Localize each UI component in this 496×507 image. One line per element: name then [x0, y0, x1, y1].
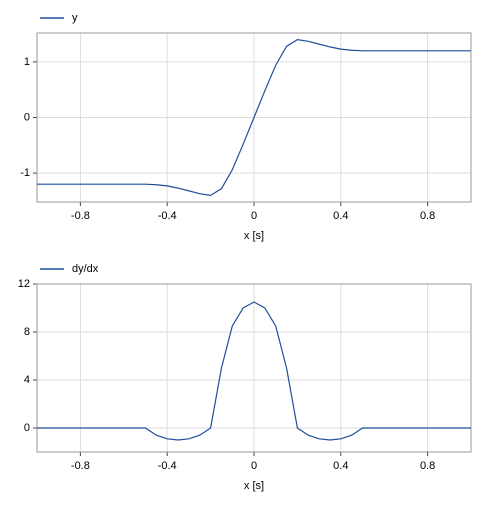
legend-label: y [72, 12, 78, 24]
x-tick-label: 0 [251, 210, 257, 222]
y-tick-label: 0 [24, 111, 30, 123]
x-tick-label: -0.8 [71, 210, 90, 222]
x-axis-label: x [s] [244, 480, 264, 492]
y-tick-label: 8 [24, 326, 30, 338]
plot-frame [36, 32, 472, 203]
x-tick-label: -0.8 [71, 460, 90, 472]
x-axis-label: x [s] [244, 230, 264, 242]
y-tick-label: 4 [24, 374, 30, 386]
data-line [37, 301, 471, 441]
x-tick-label: 0.8 [420, 210, 435, 222]
x-tick-label: 0.4 [333, 460, 348, 472]
data-line [37, 39, 471, 196]
x-tick-label: 0 [251, 460, 257, 472]
y-tick-label: 0 [24, 422, 30, 434]
legend-label: dy/dx [72, 263, 99, 275]
y-tick-label: 12 [18, 278, 30, 290]
x-tick-label: -0.4 [158, 210, 177, 222]
y-tick-label: -1 [20, 167, 30, 179]
x-tick-label: 0.4 [333, 210, 348, 222]
x-tick-label: 0.8 [420, 460, 435, 472]
y-tick-label: 1 [24, 56, 30, 68]
plot-frame [36, 283, 472, 453]
x-tick-label: -0.4 [158, 460, 177, 472]
